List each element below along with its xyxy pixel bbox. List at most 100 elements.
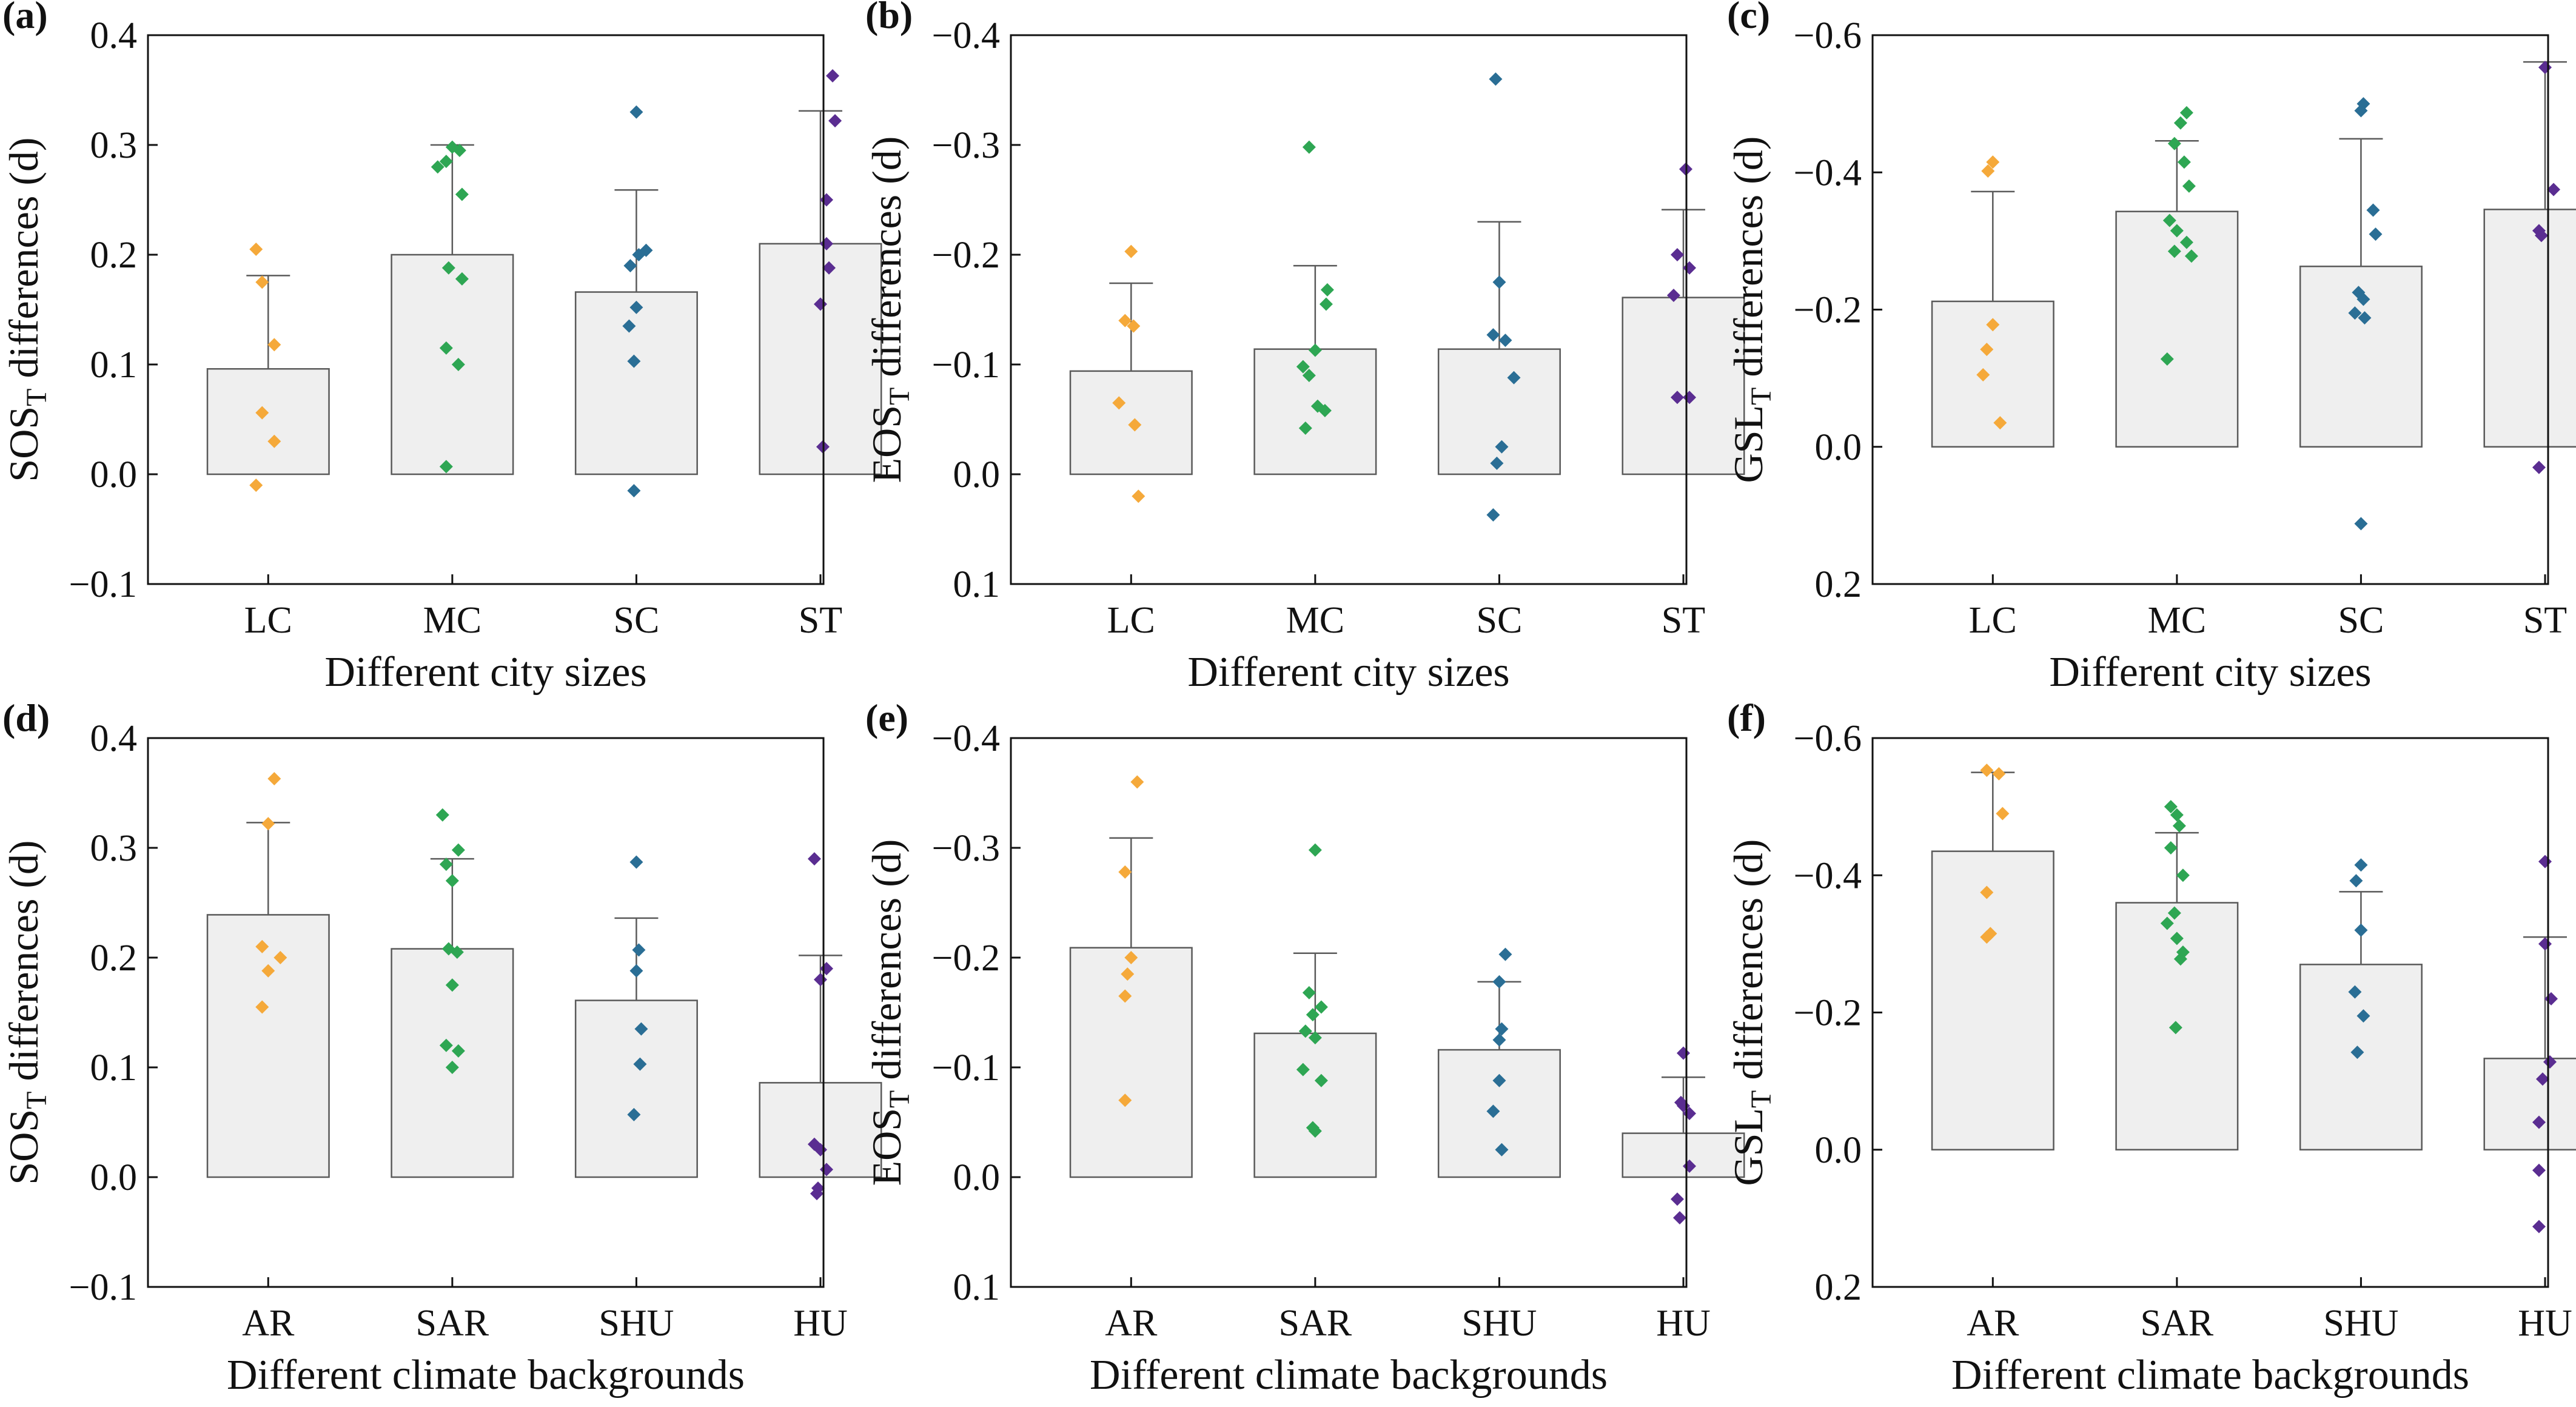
chart-0-point-sc-2 [632, 248, 646, 261]
chart-4-xtick-label-0: AR [1105, 1303, 1158, 1344]
chart-1-point-sc-1 [1492, 275, 1506, 289]
chart-5-point-hu-0 [2538, 855, 2552, 868]
chart-3-ytick-label-5: −0.1 [69, 1267, 137, 1308]
chart-5-point-sar-0 [2164, 800, 2178, 814]
chart-4-ylabel-main: EOS [864, 1108, 910, 1186]
chart-4-ytick-label-5: 0.1 [953, 1267, 1001, 1308]
chart-3-point-hu-1 [820, 962, 834, 976]
chart-5-point-shu-5 [2350, 1046, 2364, 1059]
chart-3-xtick-label-2: SHU [599, 1303, 674, 1344]
chart-5-point-sar-1 [2170, 808, 2184, 822]
chart-2-point-lc-0 [1986, 155, 2000, 169]
chart-2-xtick-label-2: SC [2338, 600, 2384, 641]
chart-3-panel: 0.4 0.3 0.2 0.1 0.0 −0.1 AR SAR SHU HU Different c… [1, 696, 882, 1399]
chart-3-point-shu-1 [632, 943, 646, 957]
chart-0-ylabel-sub: T [21, 389, 53, 406]
chart-0-point-mc-5 [441, 261, 455, 275]
chart-1-panel: −0.4 −0.3 −0.2 −0.1 0.0 0.1 LC MC SC ST Different … [864, 0, 1745, 696]
chart-3-xtick-label-0: AR [242, 1303, 295, 1344]
chart-1-point-st-1 [1670, 248, 1684, 261]
chart-3-ytick-label-4: 0.0 [90, 1157, 138, 1198]
chart-2-panel: −0.6 −0.4 −0.2 0.0 0.2 LC MC SC ST Different city… [1725, 0, 2576, 696]
chart-1-point-sc-4 [1507, 371, 1521, 384]
chart-5-point-hu-7 [2532, 1220, 2546, 1234]
chart-4-point-hu-6 [1672, 1211, 1686, 1224]
chart-5-point-hu-1 [2538, 937, 2552, 951]
chart-3-xtick-label-3: HU [793, 1303, 848, 1344]
chart-0-point-sc-3 [623, 259, 637, 273]
chart-1-ytick-label-3: −0.1 [932, 344, 1000, 386]
chart-4-xtick-label-2: SHU [1461, 1303, 1537, 1344]
chart-3-point-sar-0 [435, 808, 449, 822]
chart-4-point-shu-0 [1498, 947, 1512, 961]
chart-3-point-hu-0 [807, 852, 821, 866]
chart-0-xtick-label-1: MC [423, 600, 481, 641]
chart-1-xtick-label-3: ST [1662, 600, 1705, 641]
chart-4-point-sar-4 [1298, 1024, 1312, 1038]
chart-4-xlabel: Different climate backgrounds [1090, 1352, 1608, 1399]
chart-2-point-sc-5 [2356, 292, 2370, 306]
chart-5-bar-hu [2483, 1058, 2576, 1150]
chart-1-xtick-label-2: SC [1477, 600, 1523, 641]
chart-1-bar-mc [1253, 348, 1377, 475]
chart-3-point-ar-3 [273, 951, 287, 964]
chart-3-point-sar-3 [445, 874, 459, 888]
chart-0-point-lc-1 [255, 275, 269, 289]
chart-2-bar-mc [2115, 210, 2239, 448]
chart-1-ytick-label-5: 0.1 [953, 564, 1001, 605]
chart-5-point-shu-2 [2354, 923, 2368, 937]
chart-5-point-ar-5 [1980, 930, 1994, 944]
chart-0-point-sc-5 [622, 319, 636, 333]
chart-4-point-ar-0 [1130, 775, 1144, 789]
chart-2-point-sc-3 [2369, 227, 2383, 241]
chart-2-point-sc-1 [2354, 104, 2368, 118]
chart-1-point-lc-5 [1132, 489, 1145, 503]
chart-2-point-sc-8 [2354, 517, 2368, 531]
chart-0-point-mc-2 [439, 155, 453, 169]
chart-0-point-lc-4 [267, 434, 281, 448]
chart-0-ytick-label-4: 0.0 [90, 454, 138, 495]
chart-4-ylabel-sub: T [884, 1090, 916, 1108]
chart-1-point-mc-5 [1302, 369, 1316, 383]
chart-4-xtick-label-1: SAR [1279, 1303, 1352, 1344]
chart-2-point-sc-2 [2366, 203, 2380, 217]
chart-5-ytick-label-3: 0.0 [1815, 1130, 1862, 1171]
chart-2-point-st-4 [2532, 460, 2546, 474]
chart-4-panel: −0.4 −0.3 −0.2 −0.1 0.0 0.1 AR SAR SHU HU Differen… [864, 696, 1745, 1399]
chart-4-point-shu-5 [1486, 1104, 1500, 1118]
chart-5-point-sar-6 [2160, 916, 2174, 930]
chart-4-point-shu-3 [1492, 1033, 1506, 1047]
chart-2-ylabel: GSLT differences (d) [1725, 136, 1777, 483]
chart-5-point-hu-6 [2532, 1163, 2546, 1177]
chart-1-point-mc-3 [1308, 343, 1322, 357]
chart-1-xlabel: Different city sizes [1187, 649, 1509, 696]
chart-3-point-ar-0 [267, 771, 281, 785]
chart-0-point-st-2 [820, 193, 834, 207]
chart-2-point-sc-6 [2348, 306, 2362, 320]
chart-5-point-sar-9 [2173, 952, 2187, 966]
chart-2-ytick-label-3: 0.0 [1815, 427, 1862, 468]
chart-2-point-st-0 [2538, 61, 2552, 75]
chart-5-point-shu-3 [2348, 985, 2362, 999]
chart-2-ylabel-main: GSL [1725, 405, 1771, 483]
chart-2-ytick-label-1: −0.4 [1794, 152, 1862, 193]
chart-2-point-sc-7 [2358, 311, 2372, 325]
chart-4-point-sar-0 [1308, 843, 1322, 857]
chart-4-point-sar-1 [1302, 986, 1316, 999]
chart-2-xtick-label-3: ST [2523, 600, 2567, 641]
chart-2-point-mc-9 [2184, 249, 2198, 263]
chart-1-panel-label: (b) [865, 0, 913, 36]
chart-2-ytick-label-4: 0.2 [1815, 564, 1862, 605]
chart-3-point-shu-2 [629, 964, 643, 978]
chart-3-point-sar-6 [445, 978, 459, 992]
chart-5-ytick-label-2: −0.2 [1794, 993, 1862, 1034]
chart-1-point-mc-4 [1296, 360, 1310, 374]
chart-4-point-ar-3 [1121, 967, 1135, 981]
chart-3-ylabel-rest: differences (d) [1, 840, 47, 1091]
chart-0-ytick-label-5: −0.1 [69, 564, 137, 605]
chart-2-point-st-3 [2534, 229, 2548, 243]
chart-0-point-sc-0 [629, 105, 643, 119]
chart-0-point-st-0 [826, 69, 840, 82]
chart-4-point-ar-2 [1124, 951, 1138, 964]
chart-5-ytick-label-4: 0.2 [1815, 1267, 1862, 1308]
